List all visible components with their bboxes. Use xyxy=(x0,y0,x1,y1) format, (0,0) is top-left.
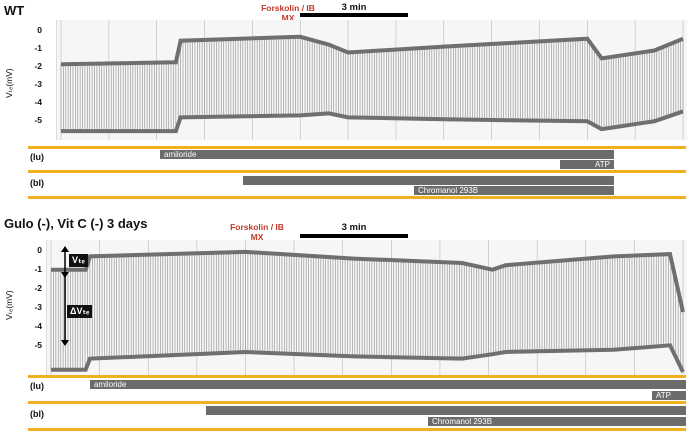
ytick: 0 xyxy=(37,245,42,255)
ytick: -3 xyxy=(34,79,42,89)
ylabel-wt: Vₜₑ(mV) xyxy=(4,68,14,98)
panel-title-wt: WT xyxy=(4,3,25,18)
channel-label-lu-wt: (lu) xyxy=(30,152,44,162)
trace-upper-envelope xyxy=(60,34,684,67)
drug-bar-atp-gulo: ATP xyxy=(652,391,686,400)
ytick: -5 xyxy=(34,115,42,125)
forskolin-label-line1: Forskolin / IB xyxy=(230,222,284,232)
channel-line-lu-gulo xyxy=(28,375,686,378)
channel-line-lu-end-wt xyxy=(28,170,686,173)
scalebar-label-wt: 3 min xyxy=(341,2,367,13)
drug-bar-forskolin-gulo xyxy=(206,406,686,415)
ytick: -1 xyxy=(34,43,42,53)
trace-lower-envelope xyxy=(51,343,685,373)
channel-label-bl-gulo: (bl) xyxy=(30,409,44,419)
forskolin-label-line1: Forskolin / IB xyxy=(261,3,315,13)
vte-callout: Vₜₑ xyxy=(69,254,88,267)
ytick: -2 xyxy=(34,283,42,293)
drug-bar-amiloride-wt: amiloride xyxy=(160,150,614,159)
ytick: -4 xyxy=(34,97,42,107)
trace-upper-envelope xyxy=(51,249,685,313)
channel-line-lu-end-gulo xyxy=(28,401,686,404)
channel-line-bl-gulo xyxy=(28,428,686,431)
ytick: -4 xyxy=(34,321,42,331)
drug-bar-amiloride-gulo: amiloride xyxy=(90,380,686,389)
delta-vte-callout: ΔVₜₑ xyxy=(67,305,93,318)
forskolin-label-line2: MX xyxy=(250,232,264,242)
channel-line-lu-wt xyxy=(28,146,686,149)
range-arrows-icon xyxy=(61,246,69,346)
ytick: -2 xyxy=(34,61,42,71)
ytick: 0 xyxy=(37,25,42,35)
channel-label-lu-gulo: (lu) xyxy=(30,381,44,391)
ytick: -1 xyxy=(34,264,42,274)
drug-bar-forskolin-wt xyxy=(243,176,614,185)
forskolin-label-wt: Forskolin / IB MX xyxy=(255,3,321,23)
forskolin-label-gulo: Forskolin / IB MX xyxy=(224,222,290,242)
drug-bar-chromanol-wt: Chromanol 293B xyxy=(414,186,614,195)
trace-plot-wt xyxy=(56,20,687,140)
trace-lower-envelope xyxy=(61,109,684,134)
channel-label-bl-wt: (bl) xyxy=(30,178,44,188)
trace-plot-gulo xyxy=(46,240,687,375)
forskolin-label-line2: MX xyxy=(281,13,295,23)
scalebar-gulo xyxy=(300,234,408,238)
ytick: -5 xyxy=(34,340,42,350)
ytick: -3 xyxy=(34,302,42,312)
drug-bar-atp-wt: ATP xyxy=(560,160,614,169)
ylabel-gulo: Vₜₑ(mV) xyxy=(4,290,14,320)
drug-bar-chromanol-gulo: Chromanol 293B xyxy=(428,417,686,426)
scalebar-wt xyxy=(300,13,408,17)
channel-line-bl-wt xyxy=(28,196,686,199)
panel-title-gulo: Gulo (-), Vit C (-) 3 days xyxy=(4,216,148,231)
scalebar-label-gulo: 3 min xyxy=(341,222,367,233)
